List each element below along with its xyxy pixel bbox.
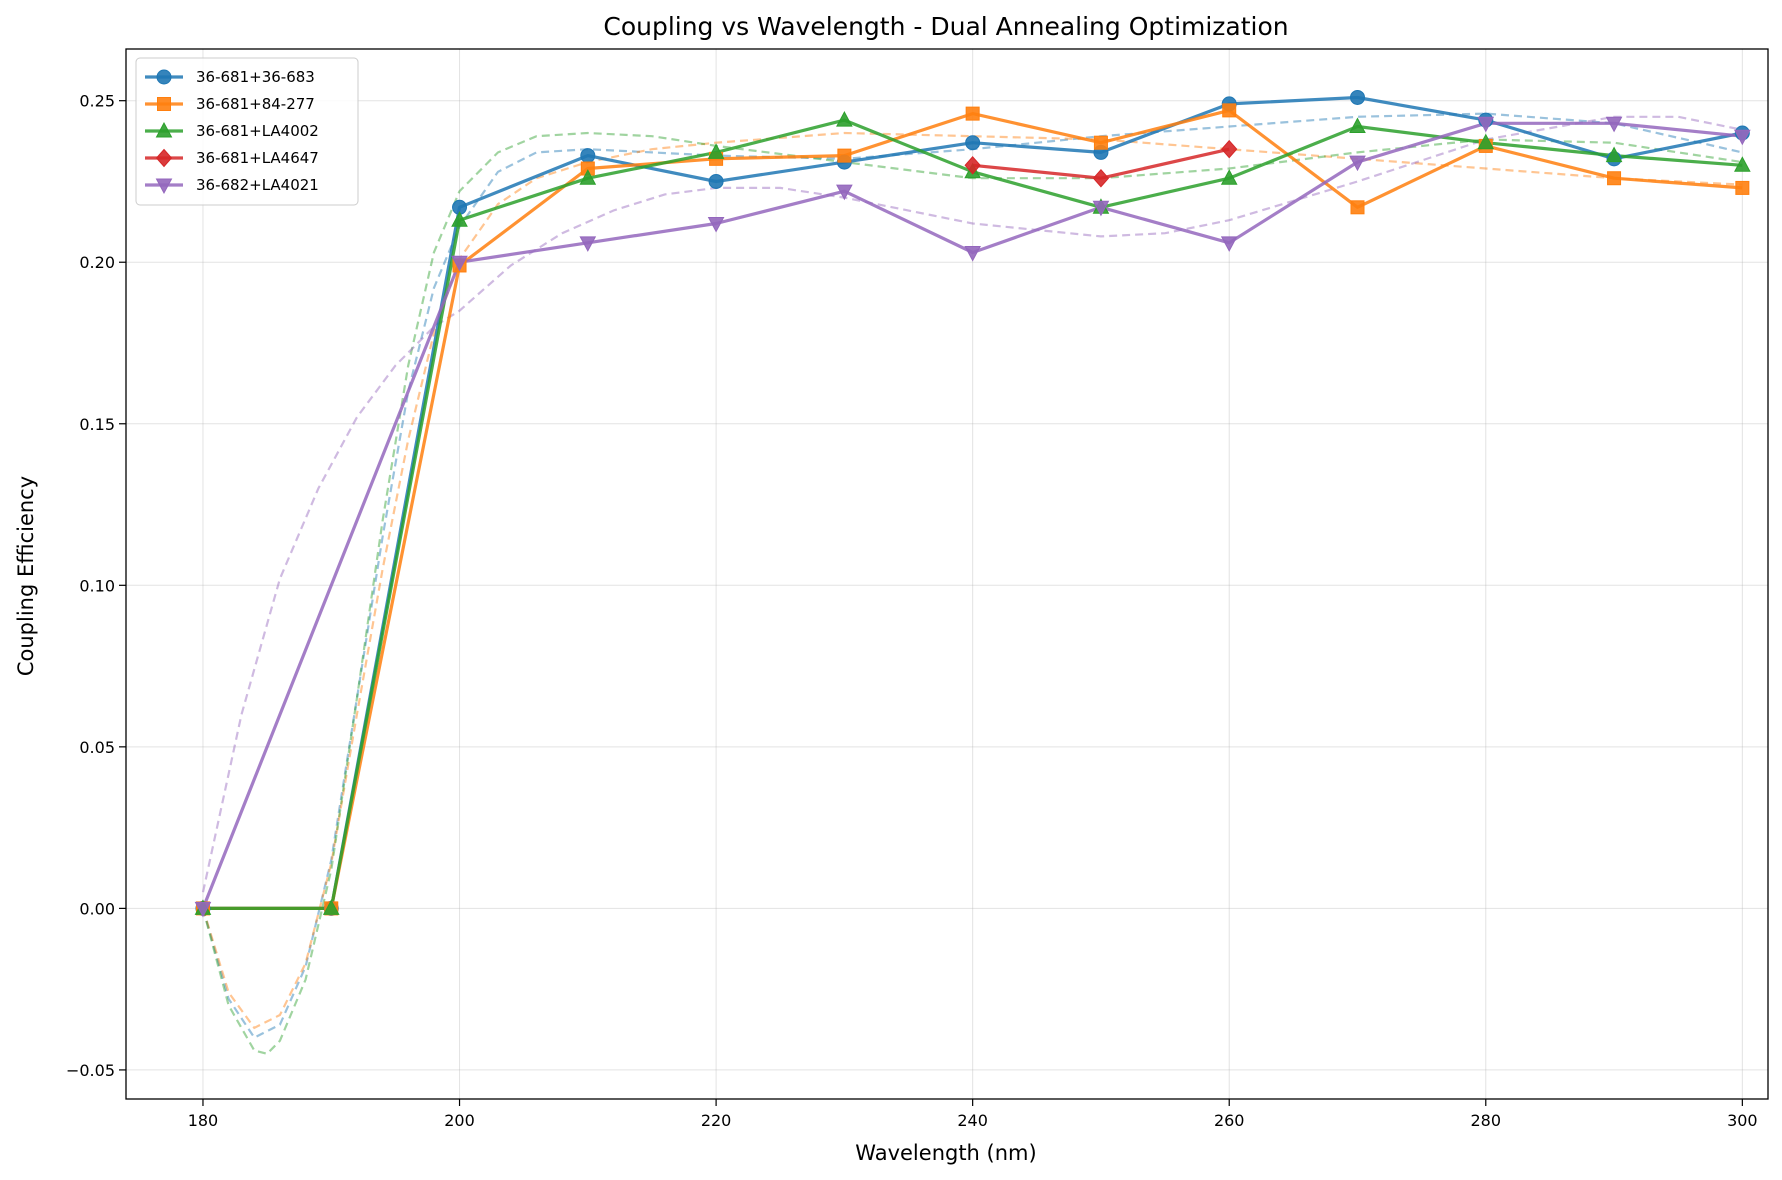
- data-point-0: [708, 173, 724, 189]
- data-point-4: [194, 901, 212, 918]
- data-point-4: [1734, 129, 1751, 146]
- y-tick-label: 0.20: [79, 253, 115, 272]
- y-tick-label: 0.15: [79, 415, 115, 434]
- data-point-4: [1605, 116, 1623, 133]
- data-point-2: [1734, 156, 1751, 172]
- legend-label: 36-681+LA4002: [196, 122, 319, 140]
- data-point-2: [707, 143, 725, 159]
- legend-label: 36-681+36-683: [196, 68, 315, 86]
- y-tick-label: 0.10: [79, 576, 115, 595]
- y-tick-label: −0.05: [66, 1061, 115, 1080]
- data-point-2: [1220, 169, 1238, 185]
- data-point-2: [836, 111, 853, 127]
- x-tick-label: 260: [1214, 1111, 1245, 1130]
- y-axis-label: Coupling Efficiency: [14, 476, 38, 676]
- data-point-4: [1477, 116, 1495, 133]
- series-markers: [194, 89, 1751, 918]
- fit-curve-0: [201, 112, 1743, 1040]
- data-point-1: [965, 106, 980, 121]
- data-point-0: [580, 148, 596, 164]
- x-axis-ticks: 180 200 220 240 260 280 300: [188, 1099, 1758, 1130]
- fit-curve-2: [201, 131, 1743, 1056]
- data-point-4: [1349, 155, 1366, 172]
- data-point-4: [1220, 236, 1238, 252]
- legend-label: 36-682+LA4021: [196, 176, 319, 194]
- data-point-4: [579, 236, 597, 252]
- data-point-4: [451, 255, 468, 272]
- data-point-1: [1607, 171, 1622, 186]
- data-point-4: [964, 246, 981, 262]
- data-point-3: [964, 156, 981, 175]
- x-tick-label: 240: [957, 1111, 988, 1130]
- y-tick-label: 0.25: [79, 92, 115, 111]
- legend-marker-2: [155, 121, 173, 138]
- x-tick-label: 180: [188, 1111, 219, 1130]
- fit-curve-4: [201, 115, 1743, 893]
- chart-title: Coupling vs Wavelength - Dual Annealing …: [603, 12, 1288, 41]
- data-point-3: [1092, 168, 1110, 188]
- data-point-3: [1221, 139, 1238, 159]
- data-point-2: [579, 169, 597, 185]
- legend: 36-681+36-683 36-681+84-277 36-681+LA4002 3…: [135, 57, 359, 206]
- data-point-1: [1735, 180, 1750, 195]
- fit-curves: [201, 112, 1743, 1056]
- legend-marker-0: [156, 69, 172, 85]
- data-point-4: [836, 184, 853, 201]
- fit-curve-1: [201, 131, 1743, 1030]
- data-point-2: [322, 899, 340, 915]
- legend-marker-4: [155, 178, 173, 195]
- data-point-2: [1477, 133, 1495, 150]
- x-tick-label: 200: [444, 1111, 475, 1130]
- legend-marker-1: [157, 97, 171, 111]
- data-point-1: [1350, 200, 1365, 215]
- data-point-2: [451, 211, 468, 227]
- data-point-2: [1605, 146, 1623, 163]
- data-point-0: [965, 135, 981, 151]
- y-axis-ticks: −0.05 0.00 0.05 0.10 0.15 0.20 0.25: [66, 92, 126, 1080]
- x-tick-label: 300: [1727, 1111, 1758, 1130]
- data-point-1: [1093, 135, 1108, 150]
- data-point-4: [1092, 200, 1110, 217]
- y-tick-label: 0.05: [79, 738, 115, 757]
- data-point-1: [837, 148, 852, 163]
- x-tick-label: 280: [1471, 1111, 1502, 1130]
- data-point-0: [1350, 89, 1365, 105]
- legend-marker-3: [155, 148, 173, 168]
- x-tick-label: 220: [701, 1111, 732, 1130]
- data-point-1: [1222, 103, 1237, 118]
- legend-label: 36-681+LA4647: [196, 149, 319, 167]
- plot-frame: [125, 48, 1769, 1100]
- legend-label: 36-681+84-277: [196, 95, 315, 113]
- data-point-2: [1349, 117, 1366, 134]
- legend-box: [135, 57, 359, 206]
- y-tick-label: 0.00: [79, 899, 115, 918]
- data-point-4: [707, 216, 725, 233]
- x-axis-label: Wavelength (nm): [855, 1141, 1036, 1165]
- series-line-4: [201, 121, 1743, 909]
